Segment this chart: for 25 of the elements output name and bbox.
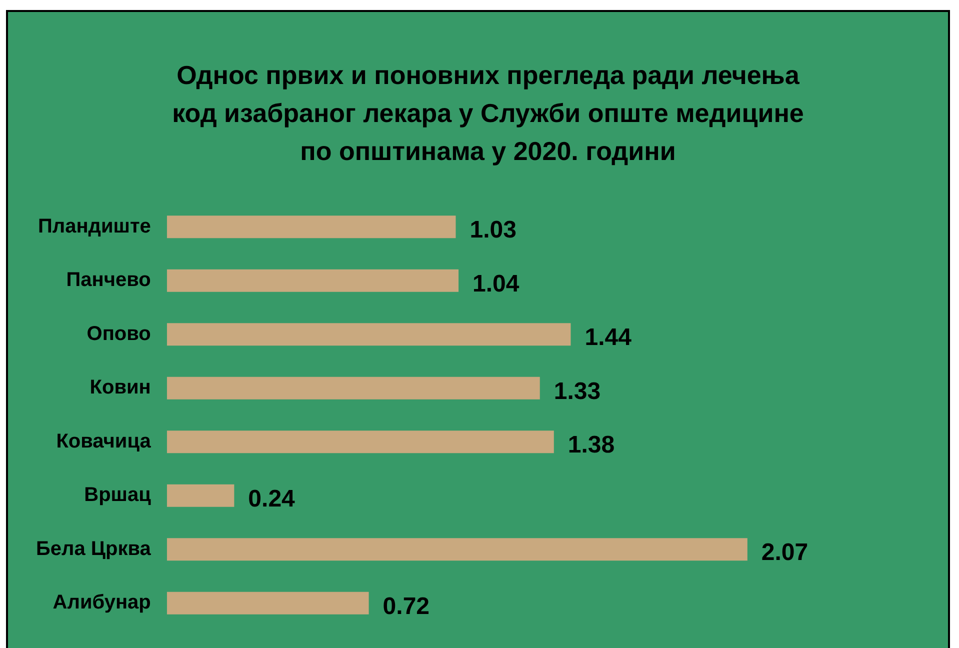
data-label: 1.03 [470,216,516,244]
y-tick-label: Алибунар [52,592,151,614]
chart-title: Однос првих и поновних прегледа ради лечења код изабраног лекара у Служби опште медицине по општинама у 2020. години [171,59,805,168]
y-tick-label: Вршац [84,484,152,506]
y-tick-label: Ковачица [56,430,152,452]
y-tick-label: Пландиште [38,215,151,238]
data-label: 2.07 [761,539,808,566]
y-tick-label: Бела Црква [36,538,152,560]
bar [166,376,540,400]
data-label: 0.24 [248,485,296,512]
bar [166,538,748,561]
bar [166,323,571,346]
data-label: 0.72 [382,592,430,620]
bar [166,430,554,454]
data-label: 1.33 [554,378,601,405]
y-tick-label: Панчево [66,269,151,292]
bar [166,269,459,292]
y-tick-label: Опово [86,322,151,345]
data-label: 1.38 [568,432,615,458]
bar [166,216,456,238]
y-tick-label: Ковин [90,376,151,399]
data-label: 1.44 [584,324,632,351]
bar [166,484,234,507]
bar [166,592,369,614]
data-label: 1.04 [472,270,520,298]
